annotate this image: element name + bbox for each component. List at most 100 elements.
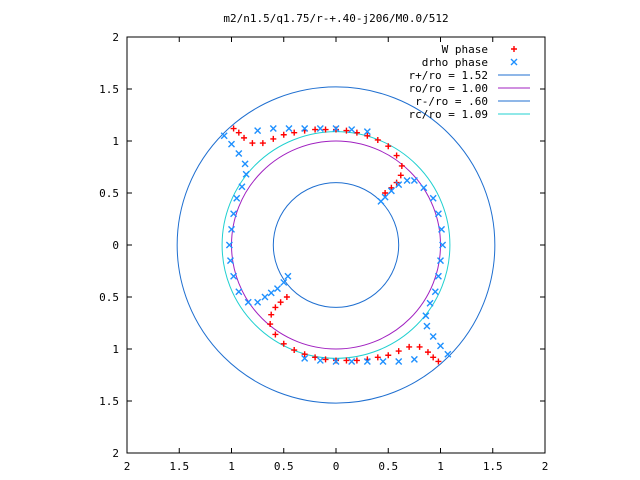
w-phase-point [364,132,371,139]
w-phase-point [267,321,274,328]
w-phase-point [249,140,256,147]
drho-phase-point [437,342,444,350]
drho-phase-point [426,299,434,307]
w-phase-point [312,126,319,133]
drho-phase-point [434,272,442,280]
w-phase-point [385,352,392,359]
drho-phase-point [261,293,269,301]
drho-phase-point [220,132,228,140]
drho-phase-point [420,184,428,192]
w-phase-point [343,127,350,134]
drho-phase-point [403,177,411,185]
w-phase-point [301,351,308,358]
w-phase-point [393,152,400,159]
w-phase-point [374,354,381,361]
w-phase-point [406,343,413,350]
w-phase-point [430,354,437,361]
w-phase-point [395,348,402,355]
legend-label: ro/ro = 1.00 [409,82,488,95]
drho-phase-point [363,128,371,136]
circle-mark [272,182,400,308]
x-tick-label: 1.5 [483,460,503,473]
legend-label: W phase [442,43,488,56]
w-phase-point [382,190,389,196]
y-tick-label: 0.5 [99,187,119,200]
drho-phase-point [437,257,444,265]
drho-phase-point [410,177,418,185]
data-series [220,46,518,365]
drho-phase-point [225,241,233,249]
drho-phase-point [285,125,293,133]
drho-phase-point [226,257,234,265]
drho-phase-point [429,333,437,341]
x-tick-label: 1 [437,460,444,473]
drho-phase-point [230,210,238,218]
drho-phase-point [301,125,309,133]
chart-title: m2/n1.5/q1.75/r-+.40-j206/M0.0/512 [223,12,448,25]
x-tick-label: 2 [124,460,131,473]
drho-phase-point [228,225,235,233]
w-phase-point [270,135,277,142]
drho-phase-point [316,125,324,133]
x-tick-label: 0.5 [274,460,294,473]
drho-phase-point [235,149,243,157]
drho-phase-point [429,194,437,202]
y-tick-label: 2 [112,31,119,44]
w-phase-point [424,349,431,356]
y-tick-label: 1 [112,135,119,148]
w-phase-point [283,294,290,300]
axis-ticks: 2 1.5 1 0.5 0 0.5 1 1.5 221.510.500.511.52 [99,31,548,473]
drho-phase-point [244,298,252,306]
w-phase-point [353,357,360,364]
circle-mark [221,131,451,359]
drho-phase-point [228,140,235,148]
w-phase-point [397,172,404,179]
drho-phase-point [410,355,418,363]
drho-phase-point [316,356,324,364]
drho-phase-point [348,126,356,134]
drho-phase-point [267,289,275,297]
drho-phase-point [273,285,281,293]
w-phase-point [322,356,329,363]
x-tick-label: 2 [542,460,549,473]
w-phase-point [291,129,298,136]
drho-phase-point [301,354,309,362]
drho-phase-point [377,197,385,205]
drho-phase-point [238,183,246,191]
w-phase-point [291,347,298,354]
w-phase-point [241,134,248,141]
legend-marker [511,46,517,52]
w-phase-point [277,299,284,306]
w-phase-point [235,129,242,136]
drho-phase-point [395,357,403,365]
w-phase-point [343,357,350,364]
w-phase-point [268,311,275,318]
w-phase-point [353,129,360,136]
drho-phase-point [254,298,262,306]
drho-phase-point [280,278,288,286]
circle-mark [176,86,496,404]
w-phase-point [322,126,329,133]
w-phase-point [230,125,237,132]
w-phase-point [398,162,405,169]
w-phase-point [416,343,423,350]
x-tick-label: 1 [228,460,235,473]
legend-label: r+/ro = 1.52 [409,69,488,82]
legend-marker [510,58,518,66]
y-tick-label: 1.5 [99,83,119,96]
drho-phase-point [422,312,430,320]
w-phase-point [272,331,279,338]
w-phase-point [280,340,287,347]
drho-phase-point [241,160,249,168]
circle-mark [231,140,441,350]
w-phase-point [435,358,442,365]
drho-phase-point [439,241,447,249]
w-phase-point [385,143,392,150]
drho-phase-point [235,288,243,296]
y-tick-label: 1.5 [99,395,119,408]
legend-label: r-/ro = .60 [415,95,488,108]
y-tick-label: 1 [112,343,119,356]
x-tick-label: 1.5 [169,460,189,473]
